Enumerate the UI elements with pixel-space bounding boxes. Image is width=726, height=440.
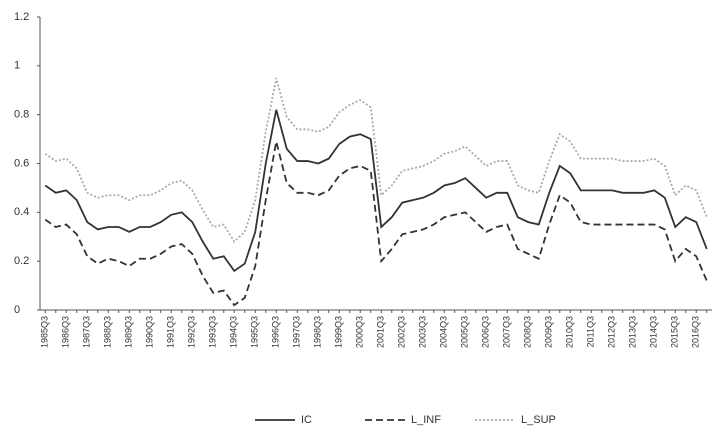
x-tick-label: 2013Q3 bbox=[628, 316, 638, 348]
series-line bbox=[44, 141, 708, 307]
x-tick-label: 1988Q3 bbox=[103, 316, 113, 348]
y-tick-label: 0.6 bbox=[14, 157, 29, 169]
series-line bbox=[44, 77, 708, 244]
x-tick-label: 2009Q3 bbox=[544, 316, 554, 348]
x-tick-label: 1994Q3 bbox=[229, 316, 239, 348]
x-tick-label: 1998Q3 bbox=[313, 316, 323, 348]
x-tick-label: 1985Q3 bbox=[40, 316, 50, 348]
x-tick-label: 1986Q3 bbox=[61, 316, 71, 348]
y-tick-label: 0.2 bbox=[14, 255, 29, 267]
x-tick-label: 1996Q3 bbox=[271, 316, 281, 348]
x-tick-label: 2002Q3 bbox=[397, 316, 407, 348]
x-tick-label: 1997Q3 bbox=[292, 316, 302, 348]
x-tick-label: 1989Q3 bbox=[124, 316, 134, 348]
x-tick-label: 2015Q3 bbox=[670, 316, 680, 348]
x-tick-label: 1993Q3 bbox=[208, 316, 218, 348]
x-tick-label: 2012Q3 bbox=[607, 316, 617, 348]
x-tick-label: 2001Q3 bbox=[376, 316, 386, 348]
y-tick-label: 0.8 bbox=[14, 109, 29, 121]
x-tick-label: 2016Q3 bbox=[691, 316, 701, 348]
x-tick-label: 2006Q3 bbox=[481, 316, 491, 348]
x-tick-label: 2007Q3 bbox=[502, 316, 512, 348]
x-tick-label: 2011Q3 bbox=[586, 316, 596, 347]
legend-label: L_SUP bbox=[521, 414, 556, 426]
x-tick-label: 2005Q3 bbox=[460, 316, 470, 348]
x-tick-label: 1999Q3 bbox=[334, 316, 344, 348]
x-tick-label: 1990Q3 bbox=[145, 316, 155, 348]
x-tick-label: 2004Q3 bbox=[439, 316, 449, 348]
legend-label: L_INF bbox=[411, 414, 441, 426]
legend-label: IC bbox=[301, 414, 312, 426]
series-line bbox=[44, 109, 708, 273]
x-tick-label: 2008Q3 bbox=[523, 316, 533, 348]
y-tick-label: 0.4 bbox=[14, 206, 29, 218]
x-tick-label: 2010Q3 bbox=[565, 316, 575, 348]
x-tick-label: 2000Q3 bbox=[355, 316, 365, 348]
x-tick-label: 1987Q3 bbox=[82, 316, 92, 348]
x-tick-label: 1991Q3 bbox=[166, 316, 176, 348]
y-tick-label: 0 bbox=[14, 304, 20, 316]
x-tick-label: 1992Q3 bbox=[187, 316, 197, 348]
x-tick-label: 2014Q3 bbox=[649, 316, 659, 348]
y-tick-label: 1 bbox=[14, 60, 20, 72]
x-tick-label: 2003Q3 bbox=[418, 316, 428, 348]
y-tick-label: 1.2 bbox=[14, 11, 29, 23]
x-tick-label: 1995Q3 bbox=[250, 316, 260, 348]
